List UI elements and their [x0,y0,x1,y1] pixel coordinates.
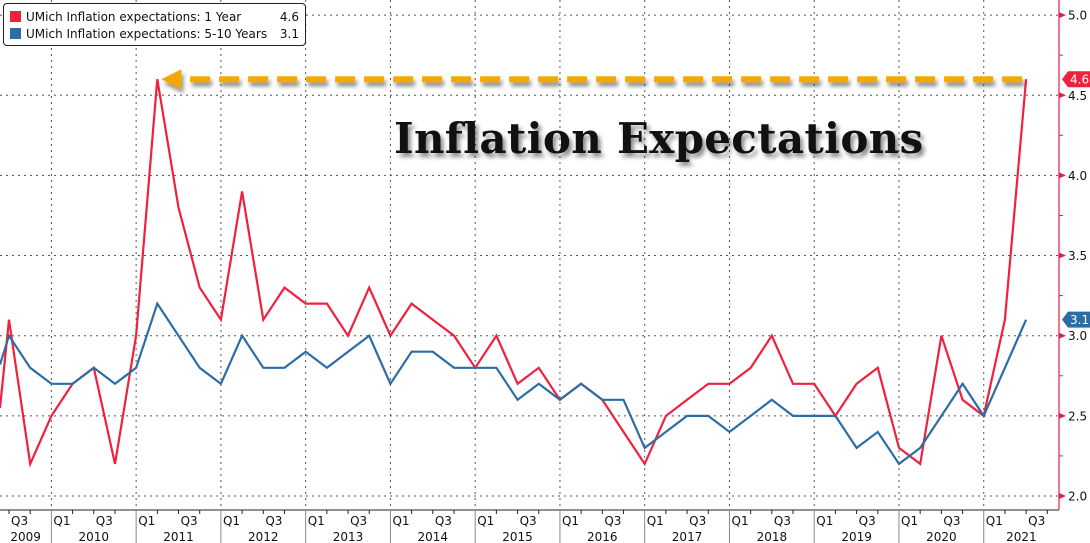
last-value-badge [1062,71,1090,88]
x-quarter-label: Q3 [774,514,791,528]
x-quarter-label: Q3 [689,514,706,528]
y-axis: 2.0 2.5 3.0 3.5 4.0 4.5 5.0 [1058,0,1087,510]
x-axis: Q3 Q1 Q3 Q1 Q3 Q1 Q3 Q1 Q3 Q1 Q3 Q1 Q3 Q1 Q3 Q1 Q3 Q1 Q3 Q1… [0,509,1059,543]
legend-value: 3.1 [279,26,299,41]
last-value-label: 4.6 [1070,73,1089,87]
y-tick-label: 2.5 [1068,409,1087,423]
x-quarter-label: Q1 [223,514,240,528]
x-quarter-label: Q3 [350,514,367,528]
x-year-label: 2014 [418,530,449,543]
y-tick-label: 4.5 [1068,89,1087,103]
legend-swatch-5-10-years [10,28,21,39]
x-quarter-label: Q3 [435,514,452,528]
x-year-label: 2019 [841,530,872,543]
last-value-badge [1062,311,1090,328]
y-tick-marker [1059,412,1066,419]
x-quarter-label: Q1 [308,514,325,528]
grid [0,0,1059,510]
x-year-label: 2009 [10,530,41,543]
y-tick-marker [1059,92,1066,99]
x-quarter-label: Q3 [1028,514,1045,528]
x-year-label: 2020 [926,530,957,543]
legend-label: UMich Inflation expectations: 5-10 Years [26,26,268,41]
x-year-label: 2013 [333,530,364,543]
x-quarter-label: Q1 [816,514,833,528]
series-layer [0,79,1028,468]
legend: UMich Inflation expectations: 1 Year 4.6… [3,3,306,46]
arrow-head [161,69,182,90]
x-year-label: 2011 [163,530,194,543]
y-tick-marker [1059,252,1066,259]
y-tick-label: 3.0 [1068,329,1087,343]
x-year-label: 2017 [672,530,703,543]
x-quarter-label: Q3 [604,514,621,528]
legend-item-5-10-years: UMich Inflation expectations: 5-10 Years… [10,25,299,42]
y-tick-label: 2.0 [1068,490,1087,504]
arrow-group [161,69,1023,90]
last-value-badges: 4.6 3.1 [1062,71,1090,328]
x-quarter-label: Q1 [562,514,579,528]
x-quarter-label: Q3 [943,514,960,528]
x-year-label: 2021 [1006,530,1037,543]
legend-item-1-year: UMich Inflation expectations: 1 Year 4.6 [10,8,299,25]
x-quarter-label: Q1 [732,514,749,528]
x-quarter-label: Q3 [859,514,876,528]
y-tick-marker [1059,493,1066,499]
x-quarter-label: Q1 [138,514,155,528]
x-quarter-label: Q3 [11,514,28,528]
y-tick-label: 5.0 [1068,9,1087,23]
y-tick-label: 4.0 [1068,169,1087,183]
x-quarter-label: Q3 [265,514,282,528]
x-quarter-label: Q1 [477,514,494,528]
x-quarter-label: Q3 [96,514,113,528]
x-year-label: 2015 [502,530,533,543]
y-tick-label: 3.5 [1068,249,1087,263]
x-quarter-label: Q3 [520,514,537,528]
y-tick-marker [1059,332,1066,339]
x-quarter-label: Q1 [901,514,918,528]
y-tick-marker [1059,12,1066,19]
legend-value: 4.6 [279,9,299,24]
x-quarter-label: Q1 [986,514,1003,528]
chart-title: Inflation Expectations [394,114,924,163]
series-line-5-10-years [0,301,1028,466]
x-year-label: 2018 [757,530,788,543]
legend-swatch-1-year [10,11,21,22]
x-quarter-label: Q3 [181,514,198,528]
x-year-label: 2012 [248,530,279,543]
y-tick-marker [1059,172,1066,179]
x-year-label: 2016 [587,530,618,543]
last-value-label: 3.1 [1070,313,1089,327]
x-quarter-label: Q1 [53,514,70,528]
series-line-1-year [0,79,1028,468]
x-year-label: 2010 [78,530,109,543]
x-quarter-label: Q1 [647,514,664,528]
x-quarter-label: Q1 [392,514,409,528]
legend-label: UMich Inflation expectations: 1 Year [26,9,242,24]
annotation-arrow [161,69,1023,90]
